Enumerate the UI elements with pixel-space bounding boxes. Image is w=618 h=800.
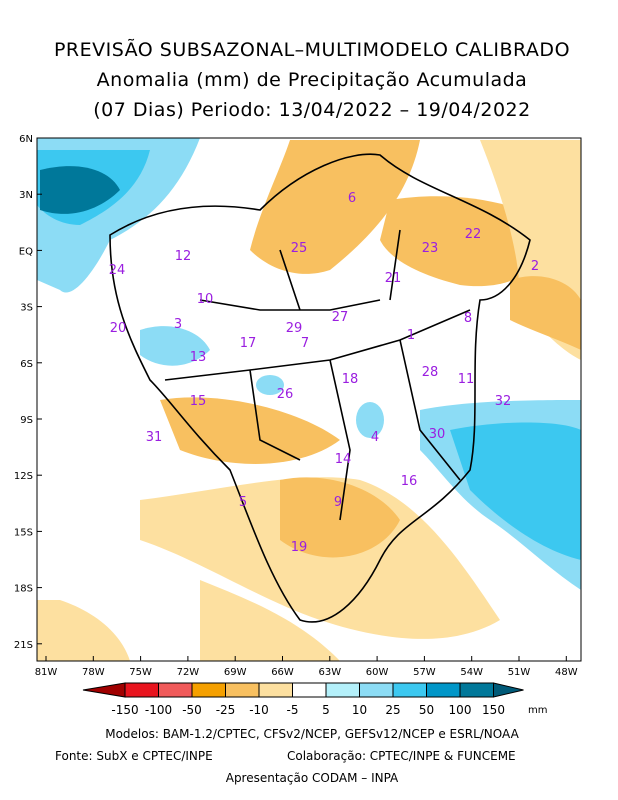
colorbar-box bbox=[191, 682, 226, 698]
region-label: 30 bbox=[429, 427, 446, 442]
region-label: 7 bbox=[301, 336, 309, 351]
region-label: 9 bbox=[334, 495, 342, 510]
colorbar-label: -100 bbox=[145, 703, 172, 717]
footer-source: Fonte: SubX e CPTEC/INPE bbox=[55, 749, 213, 763]
lat-label: 15S bbox=[14, 527, 33, 538]
colorbar-label: -25 bbox=[216, 703, 236, 717]
lon-label: 54W bbox=[460, 667, 483, 678]
lat-label: EQ bbox=[19, 246, 33, 257]
map-frame bbox=[36, 137, 582, 662]
region-label: 27 bbox=[332, 310, 349, 325]
region-label: 18 bbox=[342, 372, 359, 387]
footer-collab: Colaboração: CPTEC/INPE & FUNCEME bbox=[287, 749, 516, 763]
colorbar-box bbox=[459, 682, 494, 698]
colorbar-box bbox=[258, 682, 293, 698]
region-label: 22 bbox=[465, 227, 482, 242]
title: PREVISÃO SUBSAZONAL–MULTIMODELO CALIBRAD… bbox=[54, 38, 570, 61]
colorbar-box bbox=[359, 682, 394, 698]
colorbar-arrow bbox=[82, 682, 126, 698]
lat-label: 21S bbox=[14, 640, 33, 651]
colorbar-box bbox=[426, 682, 461, 698]
region-label: 1 bbox=[407, 328, 415, 343]
colorbar-label: -5 bbox=[287, 703, 299, 717]
lat-label: 3S bbox=[20, 303, 33, 314]
region-label: 16 bbox=[401, 474, 418, 489]
region-label: 13 bbox=[190, 350, 207, 365]
region-label: 5 bbox=[239, 495, 247, 510]
lon-label: 75W bbox=[129, 667, 152, 678]
lat-label: 3N bbox=[19, 190, 33, 201]
anomaly-field bbox=[37, 138, 581, 661]
colorbar-box bbox=[325, 682, 360, 698]
lon-label: 69W bbox=[224, 667, 247, 678]
colorbar-label: -50 bbox=[182, 703, 202, 717]
region-label: 19 bbox=[291, 540, 308, 555]
region-label: 3 bbox=[174, 317, 182, 332]
region-label: 25 bbox=[291, 241, 308, 256]
region-label: 31 bbox=[146, 430, 163, 445]
region-label: 4 bbox=[371, 430, 379, 445]
colorbar-label: 5 bbox=[322, 703, 330, 717]
region-label: 23 bbox=[422, 241, 439, 256]
footer-presentation: Apresentação CODAM – INPA bbox=[226, 771, 399, 785]
lat-label: 6N bbox=[19, 134, 33, 145]
lon-label: 51W bbox=[508, 667, 531, 678]
region-label: 26 bbox=[277, 387, 294, 402]
title: (07 Dias) Periodo: 13/04/2022 – 19/04/20… bbox=[93, 99, 530, 121]
region-label: 24 bbox=[109, 263, 126, 278]
lon-label: 63W bbox=[318, 667, 341, 678]
lat-label: 9S bbox=[20, 415, 33, 426]
region-label: 2 bbox=[531, 259, 539, 274]
colorbar-label: 25 bbox=[385, 703, 400, 717]
lon-label: 72W bbox=[177, 667, 200, 678]
region-label: 20 bbox=[110, 321, 127, 336]
colorbar-label: -150 bbox=[111, 703, 138, 717]
footer-models: Modelos: BAM-1.2/CPTEC, CFSv2/NCEP, GEFS… bbox=[105, 727, 519, 741]
region-label: 17 bbox=[240, 336, 257, 351]
colorbar-arrow bbox=[493, 682, 524, 698]
region-label: 14 bbox=[335, 452, 352, 467]
lon-label: 81W bbox=[35, 667, 58, 678]
colorbar-label: -10 bbox=[249, 703, 269, 717]
lat-label: 18S bbox=[14, 584, 33, 595]
region-label: 28 bbox=[422, 365, 439, 380]
lat-label: 6S bbox=[20, 359, 33, 370]
lon-label: 48W bbox=[555, 667, 578, 678]
colorbar-unit: mm bbox=[528, 705, 547, 716]
region-label: 10 bbox=[197, 292, 214, 307]
colorbar-label: 100 bbox=[449, 703, 472, 717]
region-label: 11 bbox=[458, 372, 475, 387]
colorbar-label: 150 bbox=[482, 703, 505, 717]
region-label: 6 bbox=[348, 191, 356, 206]
colorbar-label: 50 bbox=[419, 703, 434, 717]
colorbar-box bbox=[124, 682, 159, 698]
region-label: 12 bbox=[175, 249, 192, 264]
region-label: 32 bbox=[495, 394, 512, 409]
colorbar-box bbox=[158, 682, 193, 698]
region-label: 8 bbox=[464, 311, 472, 326]
lon-label: 60W bbox=[366, 667, 389, 678]
colorbar-label: 10 bbox=[352, 703, 367, 717]
lon-label: 78W bbox=[82, 667, 105, 678]
lon-label: 57W bbox=[413, 667, 436, 678]
region-label: 15 bbox=[190, 394, 207, 409]
region-label: 29 bbox=[286, 321, 303, 336]
lat-label: 12S bbox=[14, 471, 33, 482]
title: Anomalia (mm) de Precipitação Acumulada bbox=[97, 69, 528, 91]
region-label: 21 bbox=[385, 271, 402, 286]
colorbar-box bbox=[392, 682, 427, 698]
basin-outline bbox=[109, 153, 531, 623]
lon-label: 66W bbox=[271, 667, 294, 678]
colorbar-box bbox=[292, 682, 327, 698]
colorbar-box bbox=[225, 682, 260, 698]
